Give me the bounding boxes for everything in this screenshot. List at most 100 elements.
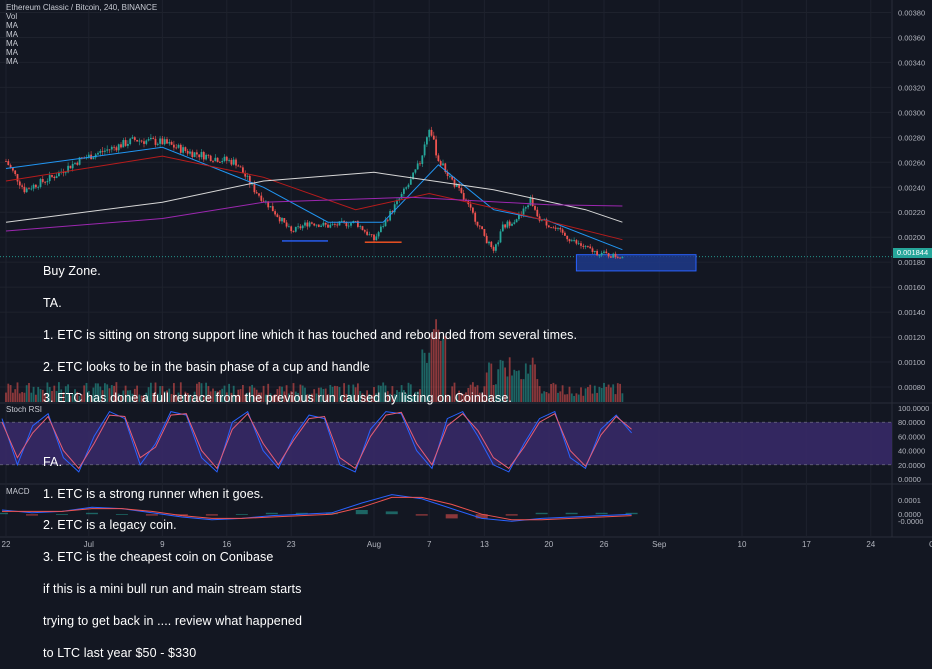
volume-bar [373, 387, 375, 402]
candle-body [129, 138, 132, 144]
candle-body [46, 181, 49, 183]
volume-bar [331, 386, 334, 402]
volume-bar [398, 391, 401, 402]
volume-bar [573, 395, 575, 402]
candle-body [513, 222, 516, 224]
volume-bar [439, 340, 442, 402]
macd-histogram-bar [205, 514, 218, 516]
candle-body [301, 225, 304, 229]
volume-bar [444, 336, 447, 402]
price-tick-label: 0.00280 [898, 133, 925, 142]
volume-bar [104, 383, 106, 402]
volume-bar [262, 385, 265, 402]
macd-histogram-bar [85, 512, 98, 515]
volume-bar [603, 382, 605, 402]
candle-body [205, 154, 207, 160]
candle-body [593, 250, 596, 252]
candle-body [343, 220, 345, 222]
candle-body [262, 200, 265, 202]
volume-bar [290, 391, 293, 402]
candle-body [610, 256, 612, 258]
volume-bar [51, 390, 53, 402]
volume-bar [582, 395, 585, 402]
candle-body [334, 223, 336, 225]
volume-bar [552, 382, 555, 402]
macd-histogram-bar [505, 514, 518, 516]
candle-body [508, 221, 511, 226]
candle-body [219, 161, 221, 163]
volume-bar [253, 387, 256, 402]
candle-body [568, 239, 571, 242]
macd-histogram-bar [235, 514, 248, 515]
candle-body [145, 140, 148, 144]
volume-bar [524, 363, 527, 402]
price-tick-label: 0.00220 [898, 208, 925, 217]
volume-bar [124, 385, 127, 402]
volume-bar [483, 386, 486, 402]
moving-average-line [5, 196, 623, 232]
candle-body [193, 152, 196, 158]
volume-bar [274, 394, 276, 402]
volume-bar [260, 392, 263, 402]
volume-bar [547, 393, 550, 402]
volume-bar [437, 329, 440, 402]
candle-body [131, 137, 134, 139]
volume-bar [534, 364, 536, 402]
candle-body [198, 154, 201, 158]
chart-canvas[interactable]: 0.00080 0.00100 0.00120 0.00140 0.00160 0.001… [0, 0, 932, 550]
candle-body [62, 171, 65, 173]
candle-body [239, 166, 242, 168]
volume-bar [269, 393, 272, 402]
candle-body [327, 224, 329, 228]
volume-bar [557, 392, 559, 402]
volume-bar [265, 394, 267, 402]
moving-average-line [5, 171, 623, 223]
volume-bar [154, 382, 157, 402]
volume-bar [281, 386, 283, 402]
volume-bar [485, 372, 488, 402]
price-tick-label: 0.00320 [898, 83, 925, 92]
candle-body [577, 243, 580, 245]
volume-bar [69, 395, 72, 402]
candle-body [177, 144, 180, 148]
symbol-title: Ethereum Classic / Bitcoin, 240, BINANCE [6, 3, 158, 12]
candle-body [290, 226, 293, 232]
volume-bar [228, 383, 230, 402]
candle-body [538, 216, 541, 221]
macd-histogram-bar [385, 511, 398, 515]
candle-body [156, 143, 159, 145]
volume-bar [389, 393, 391, 402]
volume-bar [58, 382, 60, 402]
candle-body [306, 222, 309, 227]
candle-body [214, 157, 217, 162]
candle-body [216, 157, 219, 162]
candle-body [235, 159, 237, 166]
candle-body [478, 225, 481, 227]
candle-body [292, 231, 295, 232]
volume-bar [150, 382, 152, 402]
candle-body [117, 144, 120, 151]
candle-body [39, 179, 42, 187]
volume-bar [177, 392, 180, 402]
candle-body [596, 250, 598, 256]
candle-body [616, 257, 619, 259]
annotation-line: 3. ETC has done a full retrace from the … [43, 391, 512, 406]
volume-bar [527, 373, 529, 402]
candle-body [251, 183, 253, 185]
volume-bar [610, 387, 612, 402]
candle-body [294, 226, 297, 232]
annotation-line: if this is a mini bull run and main stre… [43, 582, 302, 596]
candle-body [186, 150, 189, 154]
time-tick-label: 20 [544, 540, 553, 549]
volume-bar [87, 390, 90, 402]
candle-body [492, 247, 495, 251]
volume-bar [462, 394, 465, 402]
candle-body [524, 207, 527, 209]
volume-bar [101, 390, 104, 402]
candle-body [598, 255, 601, 257]
macd-tick-label: 0.0000 [898, 510, 921, 519]
candle-body [518, 214, 520, 220]
volume-bar [315, 393, 318, 402]
volume-bar [375, 393, 378, 402]
candle-body [244, 173, 247, 177]
